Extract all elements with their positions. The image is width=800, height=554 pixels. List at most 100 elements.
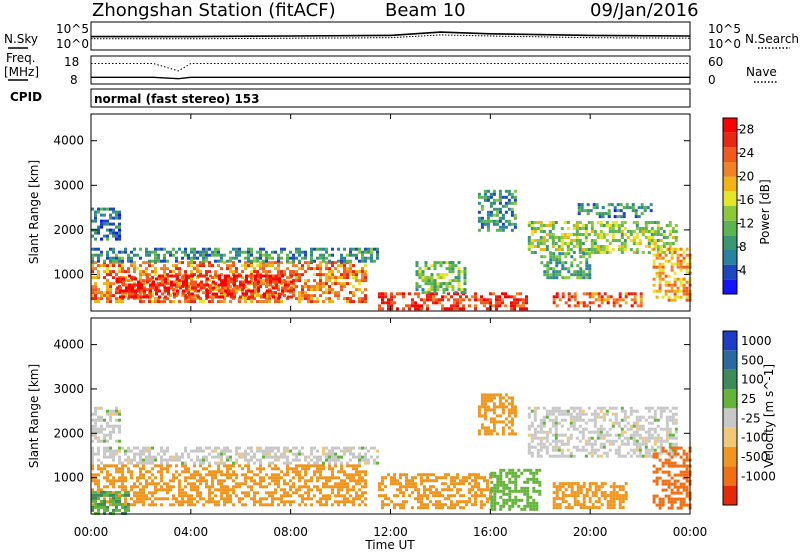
heatmap-cell <box>289 256 292 260</box>
heatmap-cell <box>504 195 508 199</box>
heatmap-cell <box>644 224 648 227</box>
heatmap-cell <box>119 277 122 281</box>
heatmap-cell <box>211 276 214 280</box>
heatmap-cell <box>426 494 429 498</box>
heatmap-cell <box>387 304 390 308</box>
heatmap-cell <box>569 421 573 425</box>
heatmap-cell <box>561 276 565 280</box>
heatmap-cell <box>307 285 310 289</box>
heatmap-cell <box>266 280 269 284</box>
heatmap-cell <box>97 256 100 260</box>
heatmap-cell <box>644 430 648 434</box>
heatmap-cell <box>310 503 313 507</box>
heatmap-cell <box>408 485 411 489</box>
heatmap-cell <box>292 470 295 474</box>
heatmap-cell <box>585 276 589 280</box>
heatmap-cell <box>495 295 498 299</box>
cpid-text: normal (fast stereo) 153 <box>94 92 260 106</box>
heatmap-cell <box>511 489 515 493</box>
heatmap-cell <box>319 467 322 471</box>
heatmap-cell <box>652 289 656 293</box>
heatmap-cell <box>566 448 570 452</box>
heatmap-cell <box>492 393 496 397</box>
heatmap-cell <box>624 482 628 486</box>
heatmap-cell <box>560 248 564 251</box>
heatmap-cell <box>480 225 484 229</box>
heatmap-cell <box>340 282 343 286</box>
heatmap-cell <box>625 203 629 207</box>
heatmap-cell <box>594 292 598 296</box>
heatmap-cell <box>459 479 462 483</box>
heatmap-cell <box>100 250 103 254</box>
heatmap-cell <box>211 482 214 486</box>
heatmap-cell <box>670 283 674 287</box>
heatmap-cell <box>259 300 262 304</box>
heatmap-cell <box>127 490 130 494</box>
heatmap-cell <box>325 276 328 280</box>
heatmap-cell <box>118 222 121 226</box>
heatmap-cell <box>100 427 103 431</box>
heatmap-cell <box>319 503 322 507</box>
heatmap-cell <box>532 471 536 475</box>
heatmap-cell <box>94 493 97 497</box>
heatmap-cell <box>328 461 331 465</box>
heatmap-cell <box>142 473 145 477</box>
heatmap-cell <box>641 415 645 419</box>
heatmap-cell <box>432 298 435 302</box>
heatmap-cell <box>224 283 227 287</box>
heatmap-cell <box>656 445 660 449</box>
heatmap-cell <box>658 506 662 510</box>
heatmap-cell <box>232 470 235 474</box>
heatmap-cell <box>558 270 562 274</box>
heatmap-cell <box>554 454 558 458</box>
heatmap-cell <box>507 295 510 299</box>
heatmap-cell <box>390 292 393 296</box>
heatmap-cell <box>358 282 361 286</box>
heatmap-cell <box>233 292 236 296</box>
heatmap-cell <box>109 503 112 507</box>
heatmap-cell <box>381 500 384 504</box>
heatmap-cell <box>655 253 659 257</box>
heatmap-cell <box>376 449 379 453</box>
heatmap-cell <box>510 408 514 412</box>
heatmap-cell <box>679 464 683 468</box>
heatmap-cell <box>498 210 502 214</box>
heatmap-cell <box>256 291 259 295</box>
heatmap-cell <box>241 294 244 298</box>
heatmap-cell <box>97 482 100 486</box>
heatmap-cell <box>94 424 97 428</box>
heatmap-cell <box>94 406 97 410</box>
heatmap-cell <box>131 292 134 296</box>
colorbar-segment <box>723 389 737 409</box>
heatmap-cell <box>346 253 349 257</box>
heatmap-cell <box>112 491 115 495</box>
heatmap-cell <box>634 212 638 216</box>
heatmap-cell <box>97 493 100 497</box>
heatmap-cell <box>533 415 537 419</box>
heatmap-cell <box>214 473 217 477</box>
heatmap-cell <box>448 267 452 271</box>
heatmap-cell <box>295 446 298 450</box>
heatmap-cell <box>364 300 367 304</box>
heatmap-cell <box>355 482 358 486</box>
heatmap-cell <box>229 476 232 480</box>
heatmap-cell <box>542 445 546 449</box>
heatmap-cell <box>163 497 166 501</box>
heatmap-cell <box>673 292 677 296</box>
heatmap-cell <box>340 500 343 504</box>
heatmap-cell <box>635 248 639 251</box>
heatmap-cell <box>539 418 543 422</box>
heatmap-cell <box>658 256 662 260</box>
heatmap-cell <box>602 224 606 227</box>
heatmap-cell <box>127 493 130 497</box>
heatmap-cell <box>91 264 94 268</box>
heatmap-cell <box>662 242 666 245</box>
heatmap-cell <box>572 445 576 449</box>
heatmap-cell <box>405 473 408 477</box>
heatmap-cell <box>128 289 131 293</box>
heatmap-cell <box>652 494 656 498</box>
colorbar-tick-label: -500 <box>741 450 768 464</box>
heatmap-cell <box>233 283 236 287</box>
heatmap-cell <box>667 494 671 498</box>
